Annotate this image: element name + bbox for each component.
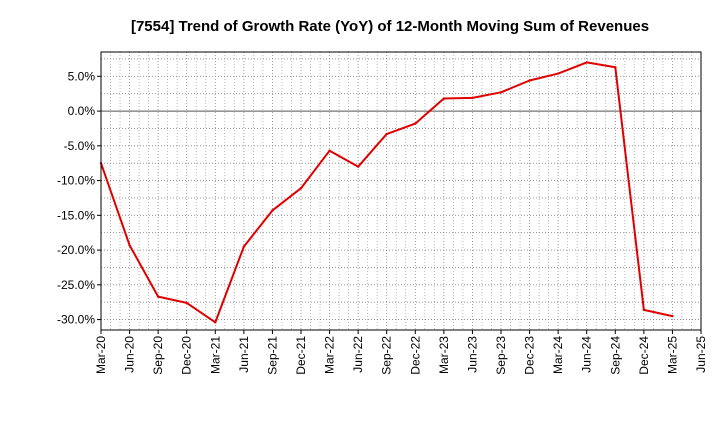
x-tick-label: Jun-23 [465, 336, 479, 373]
y-axis: 5.0% 0.0% -5.0% -10.0% -15.0% -20.0% -25.0% -30… [57, 69, 101, 327]
data-point [242, 245, 246, 248]
data-point [356, 165, 360, 168]
y-tick-label: -30.0% [57, 313, 95, 327]
x-tick-label: Sep-20 [151, 336, 165, 375]
data-point [442, 97, 446, 100]
x-tick-label: Dec-24 [637, 336, 651, 375]
x-tick-label: Sep-22 [380, 336, 394, 375]
plot-frame [100, 51, 702, 331]
x-tick-label: Jun-24 [580, 336, 594, 373]
y-tick-label: -25.0% [57, 278, 95, 292]
x-axis: Mar-20 Jun-20 Sep-20 Dec-20 Mar-21 Jun-21 Sep-… [94, 330, 708, 375]
data-point [671, 314, 674, 318]
data-point [528, 79, 531, 82]
x-tick-label: Sep-23 [494, 336, 508, 375]
data-point [385, 132, 388, 136]
y-tick-label: 5.0% [68, 69, 96, 83]
y-tick-label: -5.0% [64, 139, 96, 153]
data-point [185, 301, 188, 305]
x-tick-label: Dec-20 [180, 336, 194, 375]
data-point [328, 149, 331, 152]
x-tick-label: Sep-21 [265, 336, 279, 375]
x-tick-label: Dec-23 [523, 336, 537, 375]
y-tick-label: -20.0% [57, 243, 95, 257]
data-point [614, 66, 617, 69]
grid [101, 52, 701, 330]
y-tick-label: -15.0% [57, 208, 95, 222]
data-point [585, 61, 588, 64]
x-tick-label: Jun-22 [351, 336, 365, 373]
x-tick-label: Dec-22 [408, 336, 422, 375]
data-point [214, 321, 217, 324]
x-tick-label: Mar-20 [94, 336, 108, 374]
data-point [642, 308, 646, 312]
data-point [414, 122, 417, 125]
x-tick-label: Jun-25 [694, 336, 708, 373]
chart-title: [7554] Trend of Growth Rate (YoY) of 12-… [131, 18, 649, 35]
y-tick-label: 0.0% [68, 104, 96, 118]
data-point [499, 91, 503, 94]
y-tick-label: -10.0% [57, 174, 95, 188]
x-tick-label: Jun-20 [123, 336, 137, 373]
data-point [556, 72, 560, 75]
x-tick-label: Sep-24 [608, 336, 622, 375]
data-point [128, 244, 131, 247]
x-tick-label: Mar-25 [665, 336, 679, 374]
data-point [471, 96, 474, 100]
data-point [156, 295, 160, 298]
x-tick-label: Dec-21 [294, 336, 308, 375]
x-tick-label: Mar-24 [551, 336, 565, 374]
x-tick-label: Mar-23 [437, 336, 451, 374]
x-tick-label: Mar-22 [323, 336, 337, 374]
series-layer [99, 61, 674, 324]
data-point [271, 209, 274, 212]
data-point [299, 187, 303, 190]
x-tick-label: Jun-21 [237, 336, 251, 373]
x-tick-label: Mar-21 [208, 336, 222, 374]
